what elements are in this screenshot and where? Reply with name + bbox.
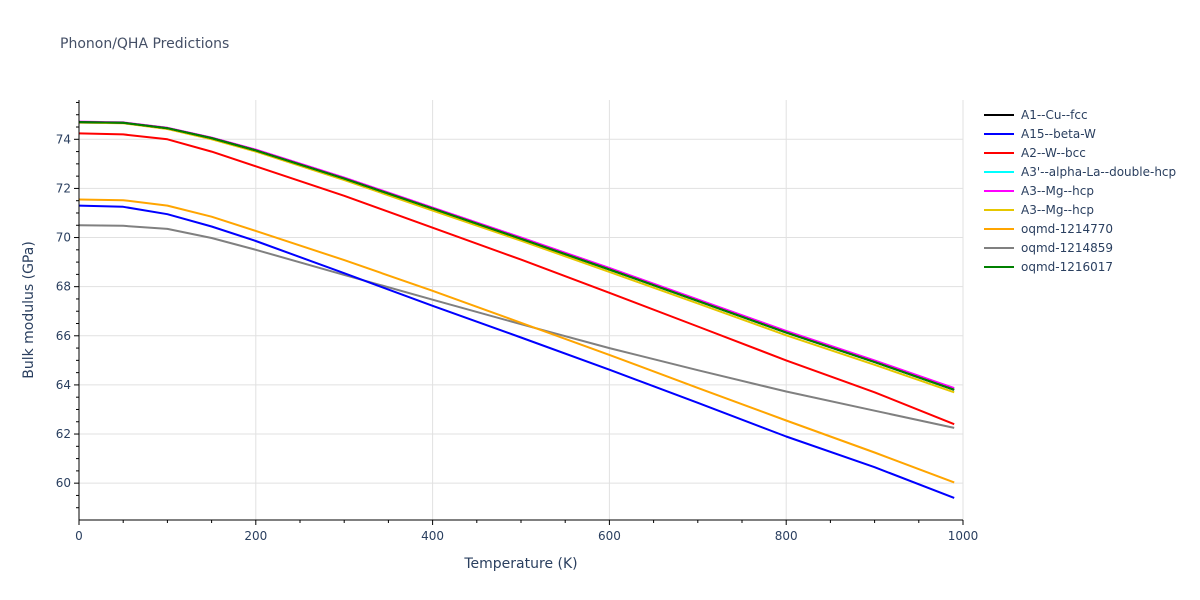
x-tick-label: 600 [598, 529, 621, 543]
legend-label: oqmd-1214770 [1021, 221, 1114, 236]
legend-item[interactable]: oqmd-1216017 [984, 257, 1176, 276]
y-tick-label: 64 [56, 378, 71, 392]
y-tick-label: 74 [56, 132, 71, 146]
y-tick-label: 60 [56, 476, 71, 490]
legend-label: oqmd-1214859 [1021, 240, 1114, 255]
legend-swatch [984, 227, 1014, 230]
legend-label: A3'--alpha-La--double-hcp [1021, 164, 1177, 179]
legend-swatch [984, 265, 1014, 268]
legend-item[interactable]: A3--Mg--hcp [984, 181, 1176, 200]
legend-label: A15--beta-W [1021, 126, 1096, 141]
legend-item[interactable]: A3--Mg--hcp [984, 200, 1176, 219]
y-tick-label: 68 [56, 280, 71, 294]
y-tick-label: 72 [56, 181, 71, 195]
legend-item[interactable]: A1--Cu--fcc [984, 105, 1176, 124]
legend-item[interactable]: A15--beta-W [984, 124, 1176, 143]
series-line [78, 198, 955, 484]
series-lines [78, 120, 955, 499]
legend-item[interactable]: oqmd-1214770 [984, 219, 1176, 238]
gridlines [79, 100, 964, 520]
legend: A1--Cu--fcc A15--beta-W A2--W--bcc A3'--alp… [984, 105, 1176, 276]
legend-label: A1--Cu--fcc [1021, 107, 1088, 122]
legend-label: oqmd-1216017 [1021, 259, 1114, 274]
legend-swatch [984, 189, 1014, 192]
legend-swatch [984, 246, 1014, 249]
legend-label: A3--Mg--hcp [1021, 202, 1094, 217]
legend-label: A3--Mg--hcp [1021, 183, 1094, 198]
x-tick-label: 1000 [948, 529, 979, 543]
legend-swatch [984, 132, 1014, 135]
legend-swatch [984, 170, 1014, 173]
y-tick-label: 66 [56, 329, 71, 343]
series-line [78, 121, 955, 391]
legend-label: A2--W--bcc [1021, 145, 1086, 160]
x-tick-label: 800 [775, 529, 798, 543]
series-line [78, 204, 955, 499]
y-tick-label: 70 [56, 231, 71, 245]
chart-title: Phonon/QHA Predictions [60, 36, 230, 52]
x-axis-title: Temperature (K) [463, 556, 577, 572]
x-tick-label: 400 [421, 529, 444, 543]
axes: 60 62 64 66 68 70 72 74 0 200 400 600 800 1000 [56, 100, 979, 543]
legend-swatch [984, 208, 1014, 211]
x-tick-label: 0 [75, 529, 83, 543]
legend-item[interactable]: oqmd-1214859 [984, 238, 1176, 257]
x-tick-label: 200 [244, 529, 267, 543]
legend-swatch [984, 151, 1014, 154]
legend-item[interactable]: A3'--alpha-La--double-hcp [984, 162, 1176, 181]
y-tick-label: 62 [56, 427, 71, 441]
series-line [78, 132, 955, 426]
y-axis-title: Bulk modulus (GPa) [21, 241, 37, 379]
legend-swatch [984, 113, 1014, 116]
series-line [78, 224, 955, 429]
legend-item[interactable]: A2--W--bcc [984, 143, 1176, 162]
series-line [78, 121, 955, 391]
series-line [78, 121, 955, 391]
